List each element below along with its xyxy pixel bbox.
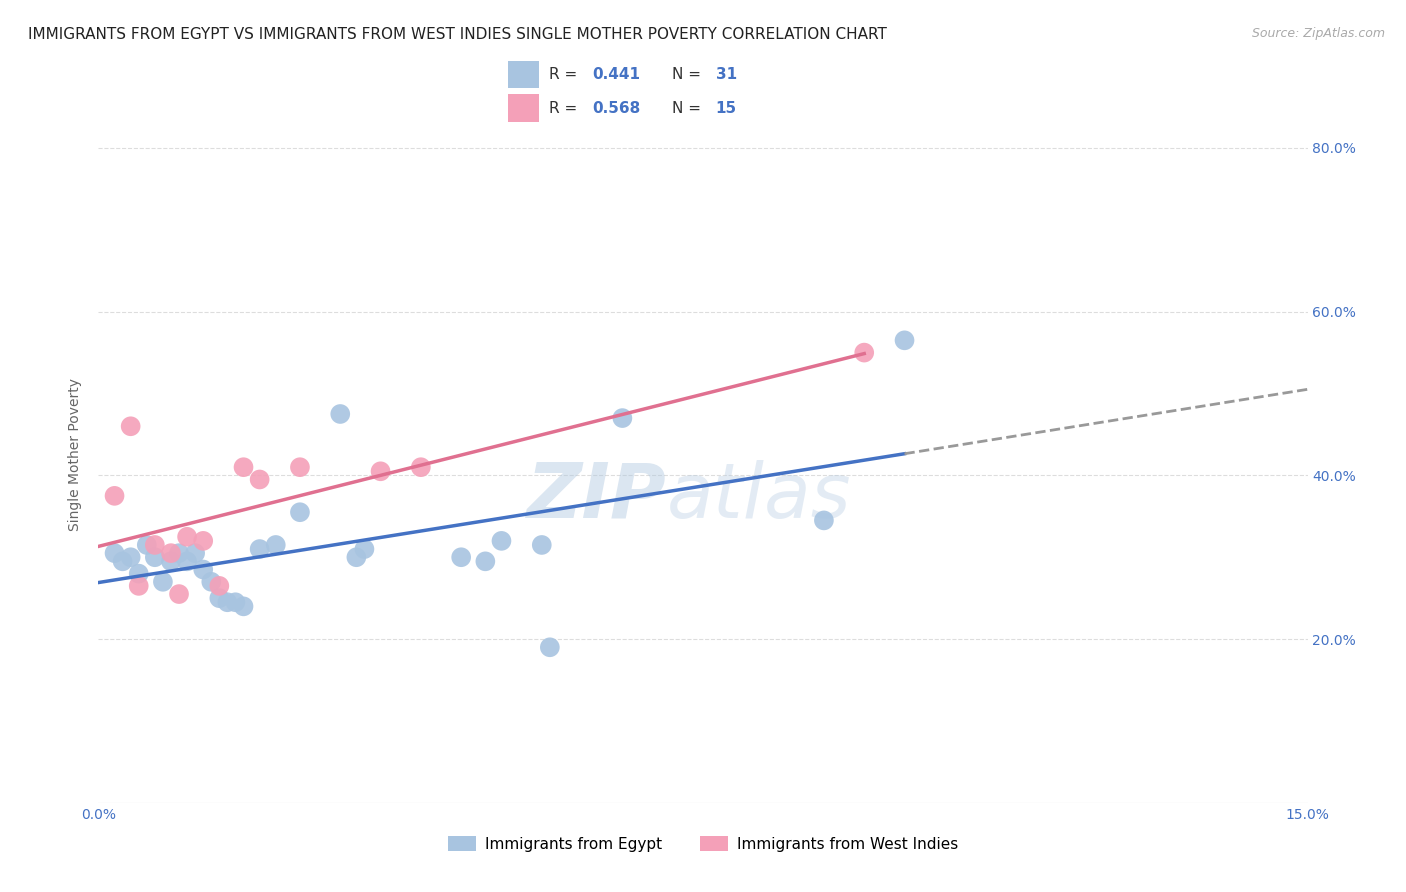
Point: [264, 538, 287, 552]
Point: [288, 460, 311, 475]
Point: [176, 554, 198, 568]
Point: [176, 530, 198, 544]
Point: [208, 579, 231, 593]
Point: [474, 554, 496, 568]
Point: [353, 542, 375, 557]
Point: [193, 533, 215, 548]
Point: [612, 411, 634, 425]
Point: [128, 579, 150, 593]
Point: [167, 546, 190, 560]
Legend: Immigrants from Egypt, Immigrants from West Indies: Immigrants from Egypt, Immigrants from W…: [441, 830, 965, 858]
Point: [152, 574, 174, 589]
Point: [103, 489, 125, 503]
Text: 0.441: 0.441: [592, 67, 640, 82]
Point: [135, 538, 157, 552]
Point: [167, 587, 190, 601]
Text: N =: N =: [672, 67, 706, 82]
Point: [232, 599, 254, 614]
FancyBboxPatch shape: [509, 62, 540, 88]
Point: [450, 550, 472, 565]
Text: R =: R =: [548, 67, 582, 82]
Point: [193, 562, 215, 576]
Text: ZIP: ZIP: [527, 459, 666, 533]
Y-axis label: Single Mother Poverty: Single Mother Poverty: [69, 378, 83, 532]
Point: [224, 595, 246, 609]
Point: [160, 546, 183, 560]
Point: [530, 538, 553, 552]
Point: [538, 640, 561, 655]
Text: N =: N =: [672, 101, 706, 116]
Text: 15: 15: [716, 101, 737, 116]
Point: [329, 407, 352, 421]
Text: Source: ZipAtlas.com: Source: ZipAtlas.com: [1251, 27, 1385, 40]
Point: [217, 595, 239, 609]
Point: [813, 513, 835, 527]
Point: [249, 473, 271, 487]
Point: [184, 546, 207, 560]
Point: [893, 334, 915, 348]
Text: 31: 31: [716, 67, 737, 82]
Point: [103, 546, 125, 560]
Point: [249, 542, 271, 557]
Point: [120, 550, 142, 565]
Point: [208, 591, 231, 606]
FancyBboxPatch shape: [509, 95, 540, 122]
Text: atlas: atlas: [666, 459, 851, 533]
Point: [120, 419, 142, 434]
Text: 0.568: 0.568: [592, 101, 640, 116]
Point: [853, 345, 876, 359]
Point: [200, 574, 222, 589]
Point: [491, 533, 513, 548]
Point: [143, 550, 166, 565]
Point: [344, 550, 367, 565]
Point: [160, 554, 183, 568]
Point: [370, 464, 392, 478]
Point: [128, 566, 150, 581]
Point: [232, 460, 254, 475]
Point: [409, 460, 432, 475]
Text: IMMIGRANTS FROM EGYPT VS IMMIGRANTS FROM WEST INDIES SINGLE MOTHER POVERTY CORRE: IMMIGRANTS FROM EGYPT VS IMMIGRANTS FROM…: [28, 27, 887, 42]
Text: R =: R =: [548, 101, 582, 116]
Point: [288, 505, 311, 519]
Point: [111, 554, 134, 568]
Point: [143, 538, 166, 552]
